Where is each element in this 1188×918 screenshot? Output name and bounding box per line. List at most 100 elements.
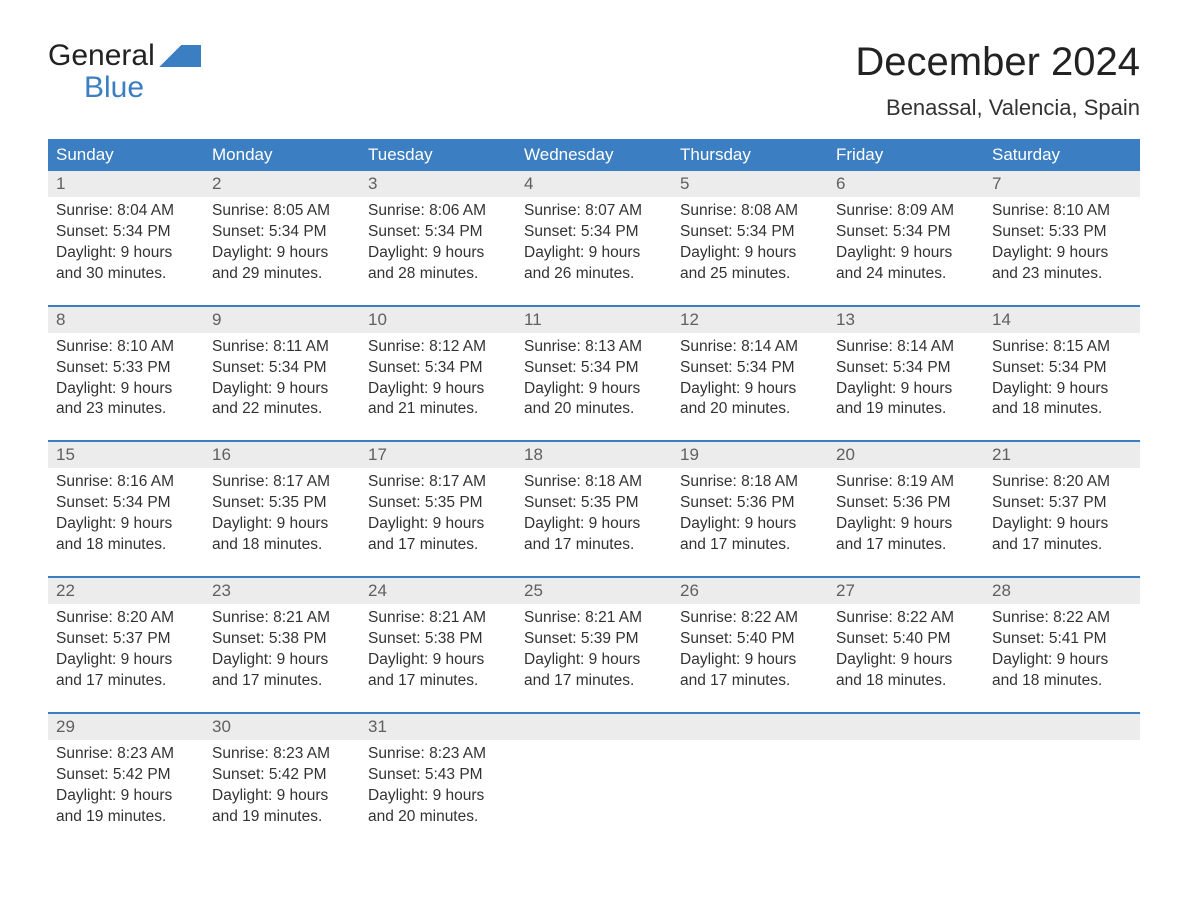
day-number: 9: [204, 307, 360, 333]
sunrise-line: Sunrise: 8:21 AM: [524, 608, 664, 629]
sunset-line: Sunset: 5:40 PM: [836, 629, 976, 650]
sunrise-line: Sunrise: 8:23 AM: [56, 744, 196, 765]
sunrise-line: Sunrise: 8:17 AM: [368, 472, 508, 493]
day-cell-body: Sunrise: 8:22 AMSunset: 5:40 PMDaylight:…: [828, 604, 984, 713]
sunset-line: Sunset: 5:35 PM: [368, 493, 508, 514]
day-cell-body: Sunrise: 8:22 AMSunset: 5:41 PMDaylight:…: [984, 604, 1140, 713]
day-cell-number: 16: [204, 441, 360, 468]
day-cell-number: 22: [48, 577, 204, 604]
logo-flag-icon: [159, 45, 201, 67]
daylight-line: Daylight: 9 hours and 17 minutes.: [836, 514, 976, 556]
daynum-row: 22232425262728: [48, 577, 1140, 604]
day-cell-number: 28: [984, 577, 1140, 604]
day-details: Sunrise: 8:20 AMSunset: 5:37 PMDaylight:…: [984, 468, 1140, 576]
day-cell-body: Sunrise: 8:12 AMSunset: 5:34 PMDaylight:…: [360, 333, 516, 442]
sunrise-line: Sunrise: 8:21 AM: [368, 608, 508, 629]
daylight-line: Daylight: 9 hours and 22 minutes.: [212, 379, 352, 421]
sunrise-line: Sunrise: 8:18 AM: [524, 472, 664, 493]
day-number-empty: [672, 714, 828, 740]
header: General Blue December 2024 Benassal, Val…: [48, 40, 1140, 121]
day-cell-body: Sunrise: 8:06 AMSunset: 5:34 PMDaylight:…: [360, 197, 516, 306]
day-cell-number: 14: [984, 306, 1140, 333]
day-cell-body: Sunrise: 8:18 AMSunset: 5:36 PMDaylight:…: [672, 468, 828, 577]
day-details: Sunrise: 8:18 AMSunset: 5:36 PMDaylight:…: [672, 468, 828, 576]
day-number: 23: [204, 578, 360, 604]
day-cell-number: 12: [672, 306, 828, 333]
day-cell-number: 17: [360, 441, 516, 468]
day-details: Sunrise: 8:19 AMSunset: 5:36 PMDaylight:…: [828, 468, 984, 576]
day-cell-number: 23: [204, 577, 360, 604]
daylight-line: Daylight: 9 hours and 17 minutes.: [524, 650, 664, 692]
day-cell-body: Sunrise: 8:17 AMSunset: 5:35 PMDaylight:…: [360, 468, 516, 577]
sunrise-line: Sunrise: 8:18 AM: [680, 472, 820, 493]
sunset-line: Sunset: 5:35 PM: [212, 493, 352, 514]
day-cell-body: Sunrise: 8:21 AMSunset: 5:38 PMDaylight:…: [204, 604, 360, 713]
day-number: 25: [516, 578, 672, 604]
sunrise-line: Sunrise: 8:22 AM: [836, 608, 976, 629]
day-details: Sunrise: 8:21 AMSunset: 5:38 PMDaylight:…: [360, 604, 516, 712]
day-number: 20: [828, 442, 984, 468]
daylight-line: Daylight: 9 hours and 25 minutes.: [680, 243, 820, 285]
sunset-line: Sunset: 5:41 PM: [992, 629, 1132, 650]
day-cell-number: 26: [672, 577, 828, 604]
day-cell-number: 2: [204, 171, 360, 197]
sunrise-line: Sunrise: 8:05 AM: [212, 201, 352, 222]
day-cell-body: [672, 740, 828, 848]
day-number: 17: [360, 442, 516, 468]
day-details: Sunrise: 8:23 AMSunset: 5:42 PMDaylight:…: [204, 740, 360, 848]
day-cell-body: Sunrise: 8:07 AMSunset: 5:34 PMDaylight:…: [516, 197, 672, 306]
sunset-line: Sunset: 5:36 PM: [680, 493, 820, 514]
day-number: 26: [672, 578, 828, 604]
daybody-row: Sunrise: 8:10 AMSunset: 5:33 PMDaylight:…: [48, 333, 1140, 442]
day-details: Sunrise: 8:10 AMSunset: 5:33 PMDaylight:…: [48, 333, 204, 441]
day-cell-number: 24: [360, 577, 516, 604]
day-number: 18: [516, 442, 672, 468]
daylight-line: Daylight: 9 hours and 17 minutes.: [368, 514, 508, 556]
sunrise-line: Sunrise: 8:16 AM: [56, 472, 196, 493]
day-cell-body: [984, 740, 1140, 848]
sunrise-line: Sunrise: 8:20 AM: [992, 472, 1132, 493]
day-cell-number: 8: [48, 306, 204, 333]
day-details: Sunrise: 8:08 AMSunset: 5:34 PMDaylight:…: [672, 197, 828, 305]
day-cell-body: Sunrise: 8:23 AMSunset: 5:42 PMDaylight:…: [204, 740, 360, 848]
sunrise-line: Sunrise: 8:19 AM: [836, 472, 976, 493]
day-cell-number: 31: [360, 713, 516, 740]
day-details: Sunrise: 8:17 AMSunset: 5:35 PMDaylight:…: [360, 468, 516, 576]
day-cell-body: Sunrise: 8:14 AMSunset: 5:34 PMDaylight:…: [672, 333, 828, 442]
day-cell-number: 5: [672, 171, 828, 197]
day-details: Sunrise: 8:21 AMSunset: 5:39 PMDaylight:…: [516, 604, 672, 712]
day-cell-number: 15: [48, 441, 204, 468]
day-details: Sunrise: 8:14 AMSunset: 5:34 PMDaylight:…: [828, 333, 984, 441]
day-cell-number: 1: [48, 171, 204, 197]
day-cell-number: 20: [828, 441, 984, 468]
weekday-header-row: Sunday Monday Tuesday Wednesday Thursday…: [48, 139, 1140, 171]
daylight-line: Daylight: 9 hours and 18 minutes.: [992, 379, 1132, 421]
day-cell-body: Sunrise: 8:14 AMSunset: 5:34 PMDaylight:…: [828, 333, 984, 442]
sunset-line: Sunset: 5:34 PM: [212, 358, 352, 379]
daynum-row: 15161718192021: [48, 441, 1140, 468]
day-details: Sunrise: 8:09 AMSunset: 5:34 PMDaylight:…: [828, 197, 984, 305]
day-cell-number: 11: [516, 306, 672, 333]
sunrise-line: Sunrise: 8:04 AM: [56, 201, 196, 222]
daylight-line: Daylight: 9 hours and 18 minutes.: [56, 514, 196, 556]
day-cell-number: [984, 713, 1140, 740]
day-number: 27: [828, 578, 984, 604]
day-number: 1: [48, 171, 204, 197]
weekday-header: Thursday: [672, 139, 828, 171]
sunset-line: Sunset: 5:42 PM: [56, 765, 196, 786]
sunrise-line: Sunrise: 8:22 AM: [992, 608, 1132, 629]
sunrise-line: Sunrise: 8:20 AM: [56, 608, 196, 629]
daylight-line: Daylight: 9 hours and 18 minutes.: [836, 650, 976, 692]
location-subtitle: Benassal, Valencia, Spain: [855, 95, 1140, 121]
day-details: Sunrise: 8:16 AMSunset: 5:34 PMDaylight:…: [48, 468, 204, 576]
day-cell-body: Sunrise: 8:08 AMSunset: 5:34 PMDaylight:…: [672, 197, 828, 306]
day-number: 4: [516, 171, 672, 197]
day-cell-body: Sunrise: 8:10 AMSunset: 5:33 PMDaylight:…: [984, 197, 1140, 306]
day-details: Sunrise: 8:17 AMSunset: 5:35 PMDaylight:…: [204, 468, 360, 576]
day-number-empty: [828, 714, 984, 740]
day-number: 2: [204, 171, 360, 197]
daylight-line: Daylight: 9 hours and 17 minutes.: [992, 514, 1132, 556]
daybody-row: Sunrise: 8:16 AMSunset: 5:34 PMDaylight:…: [48, 468, 1140, 577]
page-title: December 2024: [855, 40, 1140, 85]
sunset-line: Sunset: 5:35 PM: [524, 493, 664, 514]
